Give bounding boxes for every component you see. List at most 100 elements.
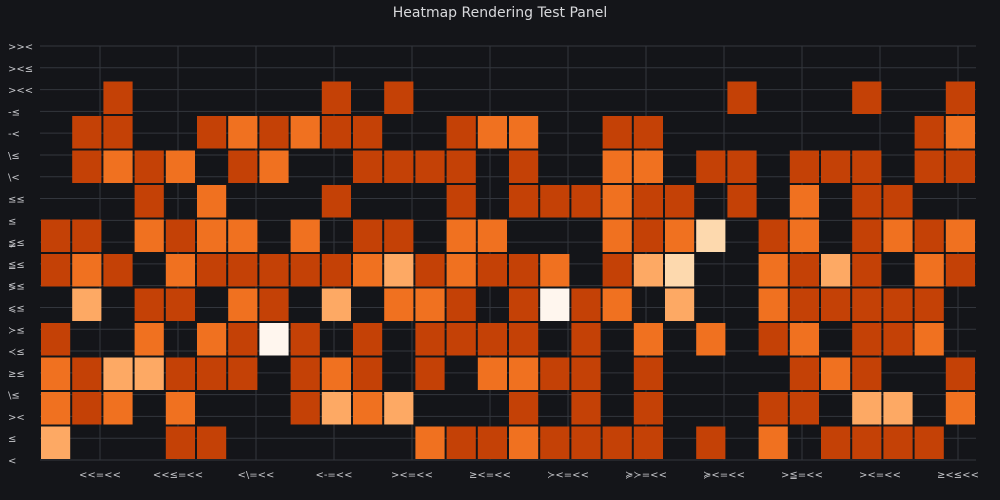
y-tick-label: ≤≤ [8, 195, 25, 206]
heatmap-cell [197, 219, 227, 252]
heatmap-cell [228, 288, 258, 321]
heatmap-cell [415, 254, 445, 287]
heatmap-cell [41, 254, 71, 287]
heatmap-cell [633, 323, 663, 356]
heatmap-cell [602, 150, 632, 183]
heatmap-cell [727, 81, 757, 114]
heatmap-cell [259, 254, 289, 287]
heatmap-cell [290, 392, 320, 425]
heatmap-cell [477, 116, 507, 149]
heatmap-cell [633, 219, 663, 252]
heatmap-cell [509, 426, 539, 459]
y-tick-label: ⩽≤ [8, 303, 25, 314]
heatmap-cell [727, 150, 757, 183]
heatmap-cell [259, 288, 289, 321]
y-tick-label: \≤ [8, 151, 20, 162]
heatmap-cell [228, 116, 258, 149]
heatmap-cell [290, 357, 320, 390]
heatmap-cell [290, 219, 320, 252]
heatmap-cell [852, 323, 882, 356]
heatmap-cell [602, 288, 632, 321]
heatmap-cell [758, 254, 788, 287]
heatmap-cell [633, 392, 663, 425]
heatmap-cell [353, 219, 383, 252]
heatmap-cell [633, 150, 663, 183]
heatmap-cell [446, 288, 476, 321]
heatmap-cell [72, 357, 102, 390]
heatmap-cell [821, 426, 851, 459]
y-tick-label: \≤ [8, 391, 20, 402]
heatmap-cell [353, 254, 383, 287]
heatmap-cell [696, 323, 726, 356]
heatmap-cell [321, 392, 351, 425]
heatmap-cell [259, 150, 289, 183]
heatmap-cell [945, 81, 975, 114]
heatmap-cell [321, 254, 351, 287]
heatmap-cell [665, 254, 695, 287]
heatmap-cell [633, 254, 663, 287]
heatmap-cell [571, 357, 601, 390]
heatmap-cell [633, 357, 663, 390]
x-tick-label: >≦=<< [781, 470, 823, 481]
heatmap-cell [446, 116, 476, 149]
x-tick-label: <\=<< [238, 470, 275, 481]
heatmap-cell [134, 219, 164, 252]
heatmap-cell [446, 185, 476, 218]
heatmap-cell [446, 426, 476, 459]
heatmap-cell [134, 357, 164, 390]
y-tick-label: \< [8, 173, 20, 184]
x-tick-label: ≽<=<< [703, 470, 745, 481]
y-tick-label: ≤ [8, 216, 16, 227]
y-tick-label: ><≤ [8, 64, 33, 75]
heatmap-cell [103, 392, 133, 425]
heatmap-cell [446, 323, 476, 356]
y-tick-label: ≦≤ [8, 260, 25, 271]
heatmap-cell [41, 219, 71, 252]
heatmap-cell [197, 185, 227, 218]
heatmap-cell [602, 219, 632, 252]
heatmap-cell [509, 185, 539, 218]
heatmap-cell [633, 116, 663, 149]
heatmap-cell [165, 219, 195, 252]
heatmap-cell [945, 357, 975, 390]
heatmap-cell [540, 288, 570, 321]
heatmap-cell [789, 219, 819, 252]
heatmap-cell [134, 150, 164, 183]
heatmap-cell [883, 185, 913, 218]
heatmap-cell [72, 288, 102, 321]
heatmap-cell [228, 357, 258, 390]
heatmap-cell [696, 219, 726, 252]
heatmap-cell [41, 426, 71, 459]
heatmap-cell [134, 185, 164, 218]
heatmap-cell [446, 219, 476, 252]
x-axis-ticks: <<=<< <<≤=<< <\=<< <-=<< ><=<< ≥<=<< ≻<=<< ≽≻=<… [79, 470, 979, 481]
heatmap-cell [914, 150, 944, 183]
heatmap-cell [415, 288, 445, 321]
heatmap-cell [852, 392, 882, 425]
heatmap-cell [540, 357, 570, 390]
heatmap-cell [571, 185, 601, 218]
heatmap-cell [852, 254, 882, 287]
heatmap-cell [321, 81, 351, 114]
heatmap-cell [758, 219, 788, 252]
heatmap-cell [477, 323, 507, 356]
heatmap-cell [415, 150, 445, 183]
heatmap-cell [852, 219, 882, 252]
heatmap-cell [41, 392, 71, 425]
y-axis-ticks: <≤><\≤≥≤≺≤≻≤⩽≤≶≤≦≤≨≤≤≤≤\<\≤-<-≤><<><≤>>< [8, 42, 33, 467]
heatmap-cell [165, 357, 195, 390]
heatmap-cell [571, 426, 601, 459]
heatmap-cell [321, 185, 351, 218]
heatmap-cell [509, 254, 539, 287]
heatmap-cell [321, 116, 351, 149]
heatmap-cell [852, 185, 882, 218]
heatmap-cell [446, 254, 476, 287]
heatmap-cell [509, 392, 539, 425]
panel-title: Heatmap Rendering Test Panel [392, 5, 608, 21]
heatmap-cell [914, 219, 944, 252]
heatmap-cell [789, 185, 819, 218]
heatmap-cell [477, 254, 507, 287]
heatmap-cell [290, 323, 320, 356]
heatmap-cell [509, 288, 539, 321]
x-tick-label: ≻<=<< [547, 470, 589, 481]
